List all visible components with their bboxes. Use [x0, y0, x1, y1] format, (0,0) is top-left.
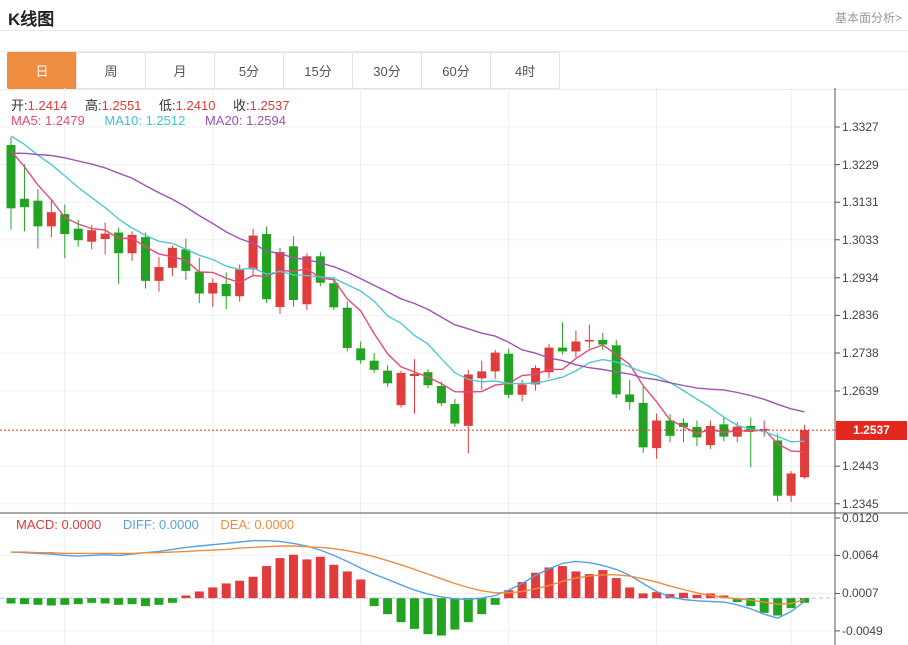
- price-axis-label: 1.2836: [842, 308, 879, 323]
- low-value: 1.2410: [175, 98, 216, 113]
- current-price-badge: 1.2537: [836, 420, 907, 440]
- macd-axis-label: 0.0064: [842, 548, 879, 563]
- price-axis-label: 1.2738: [842, 345, 879, 360]
- tab-15min[interactable]: 15分: [283, 52, 353, 89]
- tab-4hour[interactable]: 4时: [490, 52, 560, 89]
- price-axis-label: 1.2443: [842, 459, 879, 474]
- dea-value-readout: DEA: 0.0000: [220, 517, 295, 532]
- low-label: 低:: [159, 98, 176, 113]
- macd-readout: MACD: 0.0000 DIFF: 0.0000 DEA: 0.0000: [16, 517, 294, 532]
- diff-value-readout: DIFF: 0.0000: [122, 517, 199, 532]
- macd-axis-label: 0.0120: [842, 511, 879, 525]
- open-label: 开:: [11, 98, 28, 113]
- page-title: K线图: [8, 10, 55, 29]
- tab-month[interactable]: 月: [145, 52, 215, 89]
- price-axis-label: 1.2639: [842, 383, 879, 398]
- ma5-readout: MA5: 1.2479: [11, 113, 85, 128]
- title-bar: K线图 基本面分析>: [0, 0, 908, 31]
- price-axis-label: 1.3229: [842, 157, 879, 172]
- high-value: 1.2551: [101, 98, 142, 113]
- ohlc-readout: 开:1.2414 高:1.2551 低:1.2410 收:1.2537: [11, 95, 303, 114]
- ma10-readout: MA10: 1.2512: [104, 113, 186, 128]
- interval-tabs: 日 周 月 5分 15分 30分 60分 4时: [7, 52, 560, 89]
- macd-axis-label: -0.0049: [842, 623, 883, 638]
- fundamental-analysis-link[interactable]: 基本面分析>: [834, 11, 902, 25]
- price-axis-label: 1.3033: [842, 232, 879, 247]
- tab-5min[interactable]: 5分: [214, 52, 284, 89]
- ma20-readout: MA20: 1.2594: [204, 113, 286, 128]
- ma-readout: MA5: 1.2479 MA10: 1.2512 MA20: 1.2594: [11, 113, 286, 128]
- macd-value-readout: MACD: 0.0000: [16, 517, 102, 532]
- close-value: 1.2537: [249, 98, 290, 113]
- price-axis-label: 1.2934: [842, 270, 879, 285]
- interval-tabbar: 日 周 月 5分 15分 30分 60分 4时: [0, 51, 908, 90]
- tab-day[interactable]: 日: [7, 52, 77, 89]
- price-axis-label: 1.2345: [842, 496, 879, 511]
- high-label: 高:: [85, 98, 102, 113]
- open-value: 1.2414: [27, 98, 68, 113]
- tab-60min[interactable]: 60分: [421, 52, 491, 89]
- price-axis-label: 1.3131: [842, 195, 879, 210]
- macd-axis-label: 0.0007: [842, 586, 879, 601]
- price-axis-label: 1.3327: [842, 120, 879, 134]
- close-label: 收:: [233, 98, 250, 113]
